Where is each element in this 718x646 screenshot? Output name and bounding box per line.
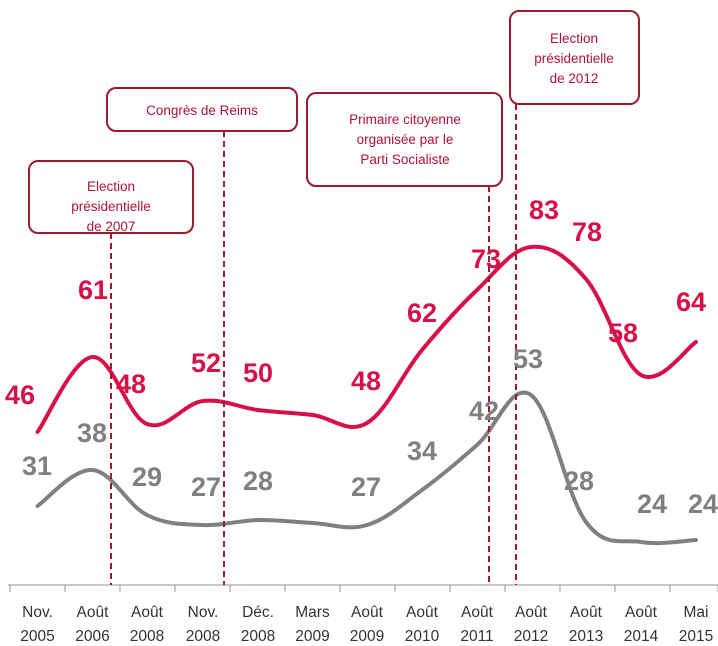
data-label: 78: [572, 217, 602, 247]
event-annotation-box: [28, 160, 194, 234]
event-annotation-text: Congrès de Reims: [146, 103, 258, 118]
x-tick-label: Nov. 2005: [20, 604, 54, 645]
x-tick-label: Août 2013: [569, 604, 603, 645]
data-label: 58: [608, 318, 638, 348]
x-tick-label: Nov. 2008: [186, 604, 220, 645]
data-label: 38: [77, 418, 107, 448]
data-label: 48: [351, 366, 381, 396]
event-annotation-text: Election présidentielle de 2007: [71, 179, 151, 234]
data-label: 28: [243, 466, 273, 496]
data-label: 64: [676, 287, 706, 317]
data-label: 83: [529, 195, 559, 225]
data-label: 48: [116, 369, 146, 399]
data-label: 46: [5, 380, 35, 410]
data-label: 53: [513, 344, 543, 374]
data-label: 34: [407, 436, 437, 466]
x-tick-label: Août 2014: [624, 604, 659, 645]
event-annotation-text: Election présidentielle de 2012: [534, 31, 614, 86]
x-tick-label: Mai 2015: [679, 604, 713, 645]
data-label: 62: [407, 298, 437, 328]
series-lines: [35, 244, 698, 546]
event-annotations: Election présidentielle de 2007 Congrès de …: [28, 10, 640, 234]
data-label: 27: [191, 472, 221, 502]
data-label: 52: [191, 348, 221, 378]
data-labels: 46 61 48 52 50 48 62 73 83 78 58 64 31 38 29 27 28 27 34 42…: [5, 195, 718, 519]
x-tick-label: Août 2012: [514, 604, 548, 645]
event-annotation-box: [106, 87, 298, 132]
x-tick-label: Août 2010: [405, 604, 440, 645]
data-label: 24: [688, 489, 718, 519]
x-tick-label: Août 2011: [460, 604, 493, 645]
x-tick-label: Août 2009: [350, 604, 384, 645]
event-annotation-text: Primaire citoyenne organisée par le Parti …: [349, 112, 461, 167]
event-markers: [110, 104, 517, 585]
data-label: 27: [351, 472, 381, 502]
data-label: 31: [22, 451, 52, 481]
x-tick-label: Mars 2009: [295, 604, 330, 645]
x-tick-label: Août 2008: [130, 604, 164, 645]
data-label: 42: [469, 396, 499, 426]
series-line-1: [35, 244, 698, 434]
event-annotation-box: [509, 10, 640, 105]
series-line-2: [35, 390, 698, 546]
data-label: 24: [637, 489, 667, 519]
data-label: 50: [243, 358, 273, 388]
data-label: 29: [132, 462, 162, 492]
data-label: 61: [78, 275, 108, 305]
x-tick-label: Août 2006: [75, 604, 109, 645]
data-label: 28: [564, 466, 594, 496]
data-label: 73: [471, 244, 501, 274]
x-axis: Nov. 2005 Août 2006 Août 2008 Nov. 2008 Déc. 2008…: [8, 584, 718, 645]
event-annotation-box: [306, 92, 503, 187]
x-tick-label: Déc. 2008: [241, 604, 275, 645]
